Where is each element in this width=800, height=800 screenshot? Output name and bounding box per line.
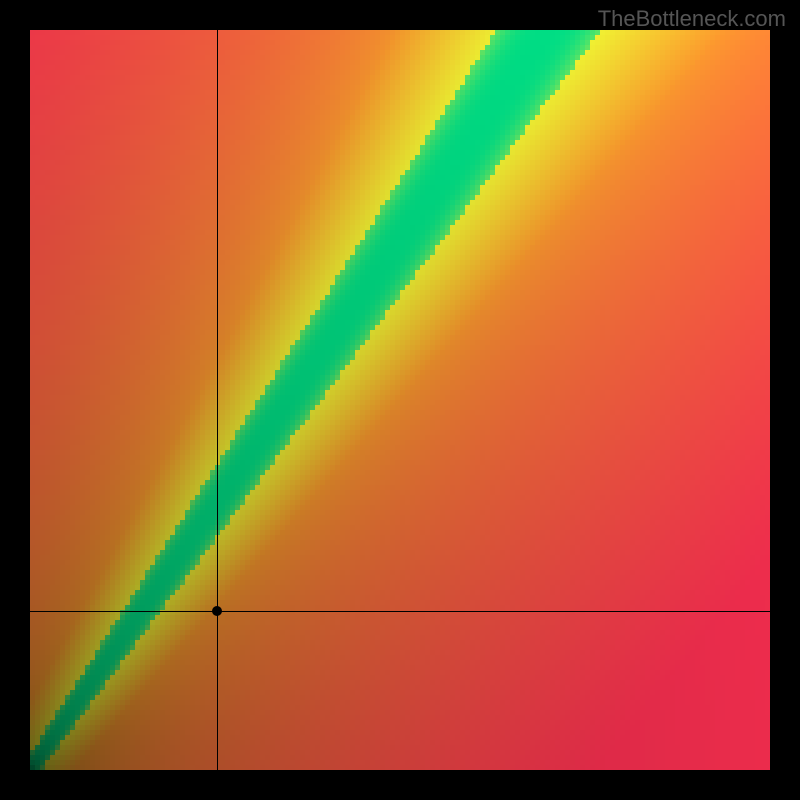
watermark-text: TheBottleneck.com bbox=[598, 6, 786, 32]
crosshair-vertical bbox=[217, 30, 218, 770]
selection-marker bbox=[212, 606, 222, 616]
crosshair-horizontal bbox=[30, 611, 770, 612]
heatmap-plot bbox=[30, 30, 770, 770]
heatmap-canvas bbox=[30, 30, 770, 770]
